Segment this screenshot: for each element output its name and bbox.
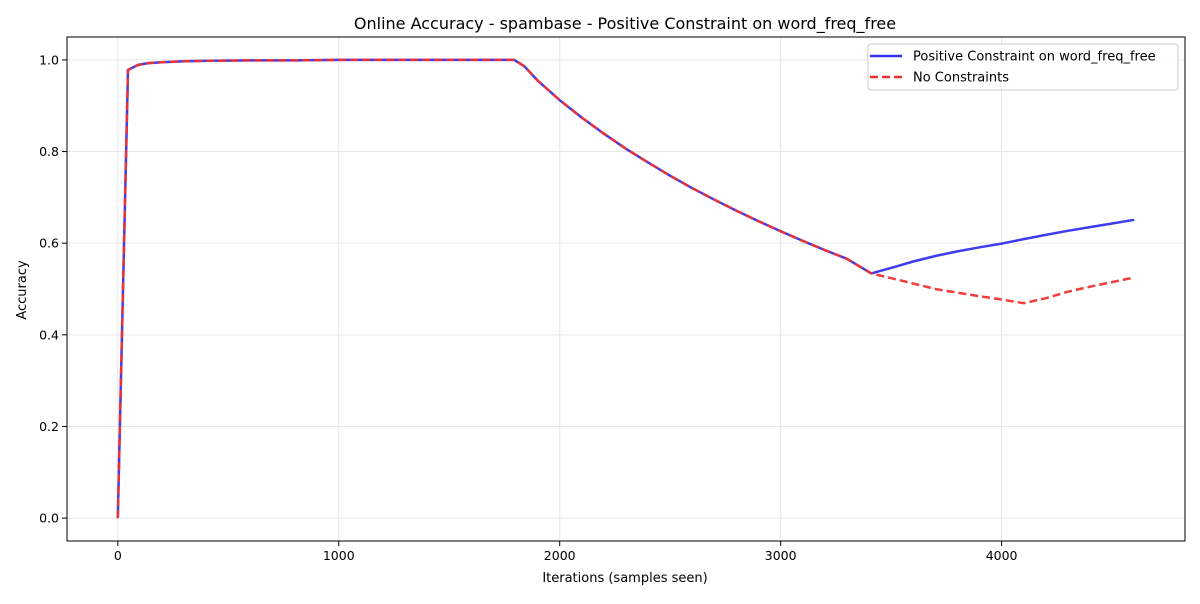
plot-frame xyxy=(66,36,1186,542)
x-tick-label: 1000 xyxy=(323,548,355,563)
y-tick-label: 0.4 xyxy=(39,327,59,342)
y-axis-title: Accuracy xyxy=(15,260,30,320)
y-tick-label: 0.2 xyxy=(39,419,59,434)
legend-box xyxy=(867,43,1179,91)
x-tick-label: 4000 xyxy=(986,548,1018,563)
x-axis-title: Iterations (samples seen) xyxy=(542,571,707,586)
legend-label: Positive Constraint on word_freq_free xyxy=(913,50,1156,65)
x-tick-label: 2000 xyxy=(544,548,576,563)
y-tick-label: 0.0 xyxy=(39,511,59,526)
plot-series xyxy=(116,58,1135,519)
series-line-no-constraints xyxy=(116,58,1135,519)
y-tick-label: 0.6 xyxy=(39,236,59,251)
legend: Positive Constraint on word_freq_free No … xyxy=(867,43,1179,91)
y-tick-label: 1.0 xyxy=(39,52,59,67)
axis-ticks: 0 1000 2000 3000 4000 0.0 0.2 0.4 0.6 0.8 1.0 xyxy=(39,52,1017,563)
y-tick-label: 0.8 xyxy=(39,144,59,159)
series-line-positive-constraint-on-word-freq-free xyxy=(116,58,1135,519)
x-tick-label: 0 xyxy=(114,548,122,563)
chart-title: Online Accuracy - spambase - Positive Co… xyxy=(354,14,896,34)
x-tick-label: 3000 xyxy=(765,548,797,563)
legend-label: No Constraints xyxy=(913,71,1009,86)
